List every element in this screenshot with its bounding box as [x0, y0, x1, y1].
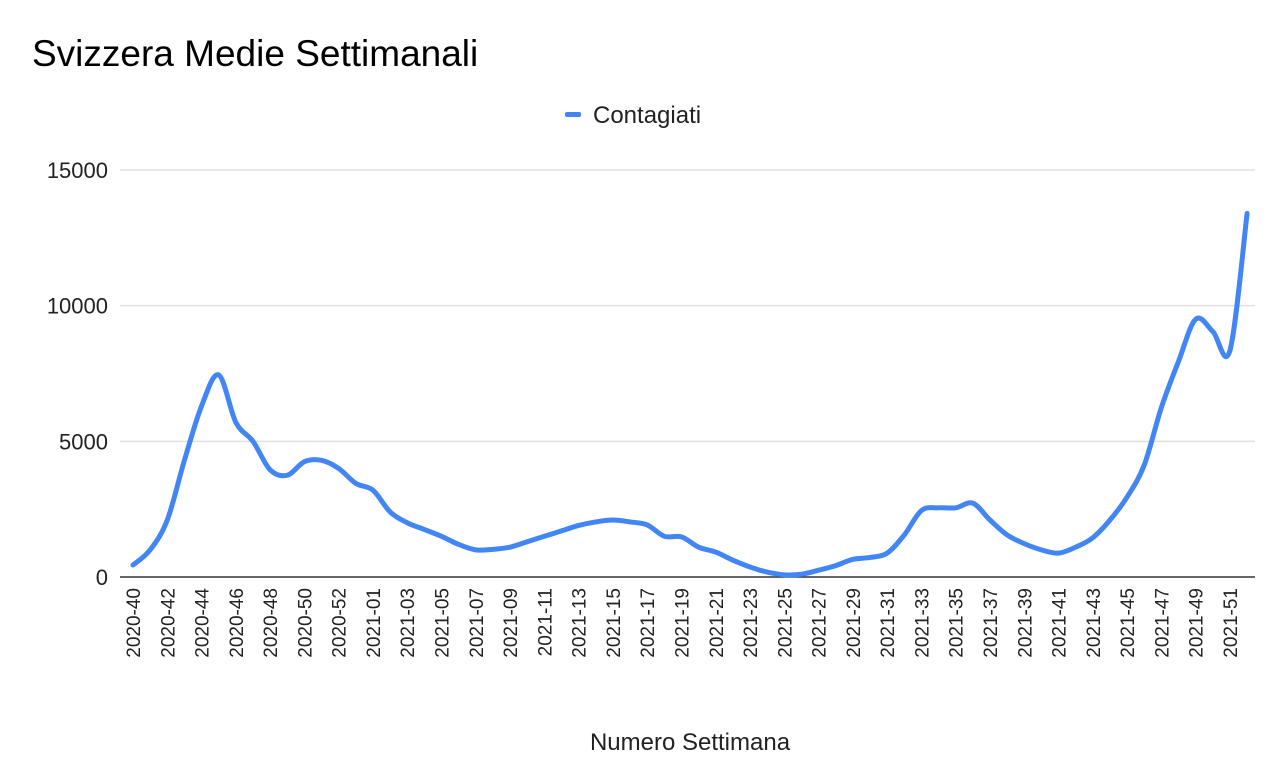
x-tick-label: 2020-44 [193, 588, 214, 658]
y-tick-label: 0 [96, 565, 108, 590]
x-tick-label: 2020-48 [261, 588, 282, 658]
x-tick-label: 2020-42 [158, 588, 179, 658]
series-line-contagiati [130, 210, 1250, 578]
x-tick-label: 2021-41 [1050, 588, 1071, 658]
x-tick-label: 2021-27 [810, 588, 831, 658]
x-tick-label: 2021-01 [364, 588, 385, 658]
y-tick-label: 5000 [59, 429, 108, 454]
x-tick-label: 2021-21 [707, 588, 728, 658]
x-tick-label: 2020-52 [330, 588, 351, 658]
x-tick-label: 2021-23 [741, 588, 762, 658]
x-tick-label: 2021-39 [1015, 588, 1036, 658]
x-tick-label: 2021-37 [981, 588, 1002, 658]
x-tick-label: 2021-35 [947, 588, 968, 658]
legend-label: Contagiati [593, 102, 701, 129]
x-tick-label: 2021-05 [433, 588, 454, 658]
x-tick-label: 2021-49 [1187, 588, 1208, 658]
x-tick-label: 2021-29 [844, 588, 865, 658]
x-tick-label: 2021-07 [467, 588, 488, 658]
x-tick-label: 2021-15 [604, 588, 625, 658]
x-tick-label: 2020-40 [124, 588, 145, 658]
x-tick-label: 2021-25 [775, 588, 796, 658]
x-tick-label: 2021-11 [535, 588, 556, 656]
x-tick-label: 2020-50 [295, 588, 316, 658]
x-tick-label: 2021-19 [672, 588, 693, 658]
x-tick-label: 2021-13 [570, 588, 591, 658]
legend-swatch [565, 112, 581, 117]
y-tick-label: 15000 [47, 158, 108, 183]
x-tick-label: 2021-31 [878, 588, 899, 658]
x-tick-label: 2021-33 [912, 588, 933, 658]
x-tick-label: 2021-17 [638, 588, 659, 658]
x-tick-label: 2021-09 [501, 588, 522, 658]
x-tick-label: 2021-45 [1118, 588, 1139, 658]
x-axis-label: Numero Settimana [590, 729, 791, 756]
x-tick-label: 2020-46 [227, 588, 248, 658]
x-tick-label: 2021-03 [398, 588, 419, 658]
chart-title: Svizzera Medie Settimanali [32, 33, 478, 74]
x-tick-label: 2021-43 [1084, 588, 1105, 658]
x-tick-label: 2021-51 [1221, 588, 1242, 658]
legend: Contagiati [565, 102, 701, 129]
x-tick-label: 2021-47 [1152, 588, 1173, 658]
y-tick-label: 10000 [47, 294, 108, 319]
